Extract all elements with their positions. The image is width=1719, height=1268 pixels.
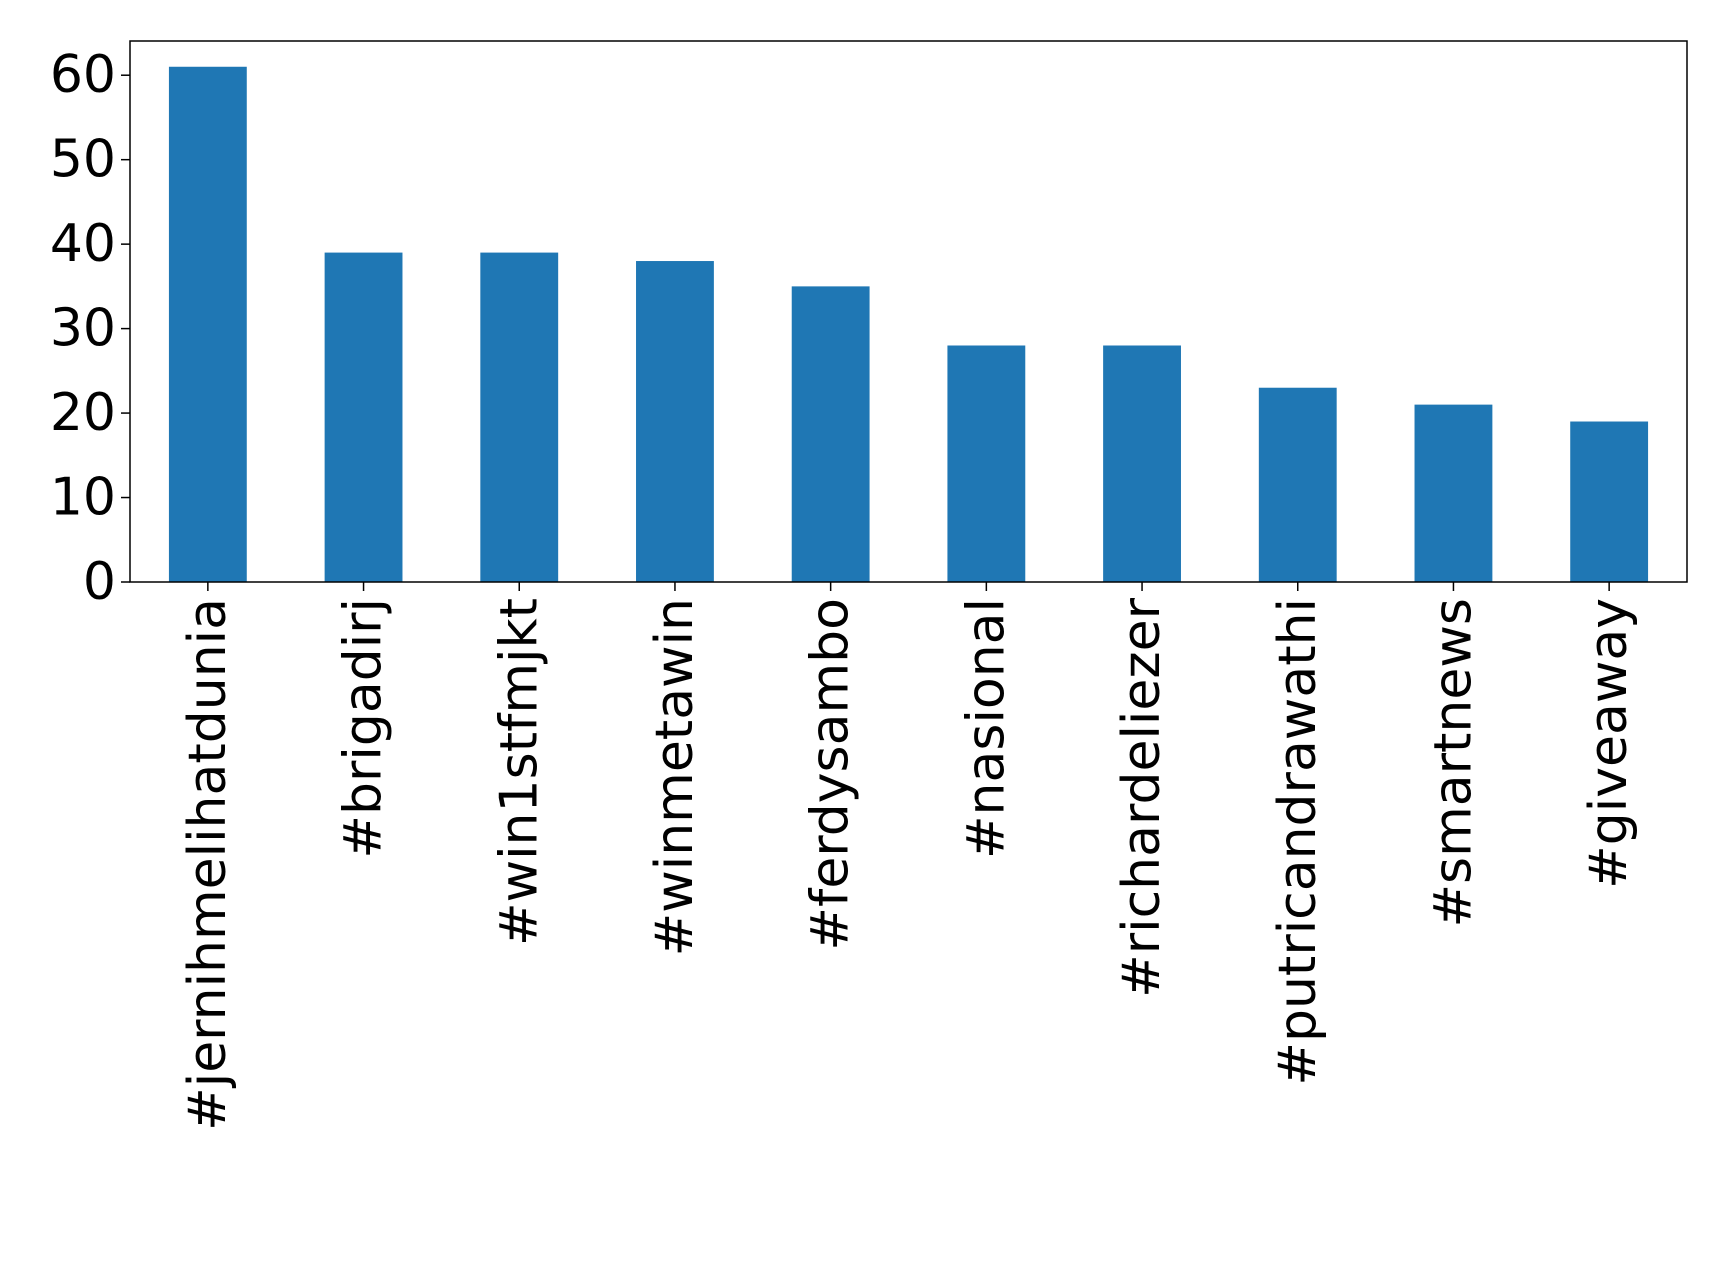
x-tick-label: #smartnews <box>1423 598 1483 928</box>
y-tick-label: 20 <box>50 383 116 443</box>
x-tick-label: #giveaway <box>1579 598 1639 889</box>
bar <box>1103 345 1181 582</box>
x-tick-label: #ferdysambo <box>801 598 861 951</box>
y-tick-label: 50 <box>50 130 116 190</box>
x-tick-label: #jernihmelihatdunia <box>178 598 238 1131</box>
bar <box>1258 387 1337 582</box>
x-tick-label: #putricandrawathi <box>1268 598 1328 1086</box>
x-tick-label: #nasional <box>956 598 1016 859</box>
x-tick-label: #winmetawin <box>645 598 705 956</box>
y-tick-label: 0 <box>83 552 116 612</box>
bar <box>324 252 403 582</box>
y-tick-label: 40 <box>50 214 116 274</box>
y-tick-label: 60 <box>50 45 116 105</box>
y-tick-label: 30 <box>50 299 116 359</box>
x-tick-label: #richardeliezer <box>1112 597 1172 997</box>
bar <box>168 66 247 582</box>
bar <box>480 252 559 582</box>
bar <box>1570 421 1649 582</box>
bar <box>1414 404 1493 582</box>
x-tick-label: #brigadirj <box>334 598 394 859</box>
x-tick-label: #win1stfmjkt <box>489 598 549 946</box>
y-tick-label: 10 <box>50 468 116 528</box>
bar <box>791 286 870 582</box>
bar <box>636 261 714 582</box>
bar <box>947 345 1026 582</box>
plot-frame <box>129 40 1688 583</box>
